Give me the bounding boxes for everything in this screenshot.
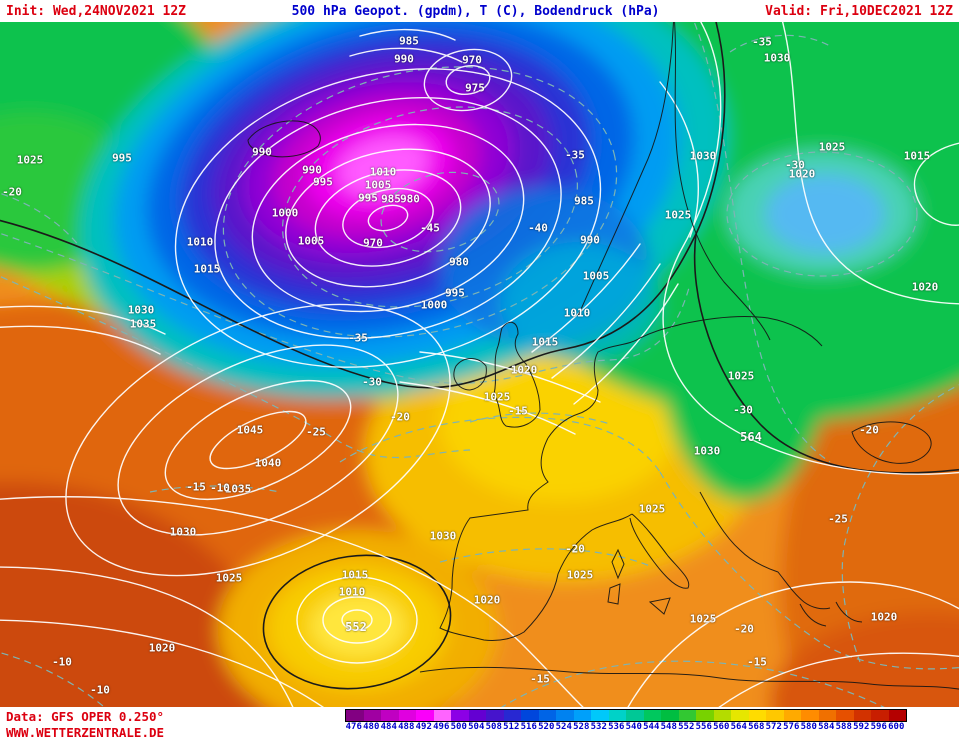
colorbar-value: 520 [538, 722, 555, 732]
colorbar-swatch [731, 710, 749, 721]
colorbar-swatch [416, 710, 434, 721]
geopotential-contours [0, 22, 959, 690]
colorbar-swatch [766, 710, 784, 721]
colorbar-swatch [363, 710, 381, 721]
colorbar-swatch [836, 710, 854, 721]
colorbar-value: 600 [888, 722, 905, 732]
colorbar-swatch [783, 710, 801, 721]
colorbar-value: 536 [608, 722, 625, 732]
weather-map-svg [0, 22, 959, 707]
colorbar-value: 584 [818, 722, 835, 732]
colorbar-value: 508 [485, 722, 502, 732]
colorbar-swatch [433, 710, 451, 721]
colorbar-value: 544 [643, 722, 660, 732]
colorbar-swatch [818, 710, 836, 721]
colorbar-swatch [486, 710, 504, 721]
colorbar-value: 496 [433, 722, 450, 732]
colorbar-value: 596 [870, 722, 887, 732]
colorbar-swatch [468, 710, 486, 721]
map-title: 500 hPa Geopot. (gpdm), T (C), Bodendruc… [291, 4, 660, 19]
colorbar-value-row: 476 480 484 488 492 496 500 504 508 512 516 520 524 5… [345, 722, 907, 733]
colorbar-swatch [871, 710, 889, 721]
coastlines [247, 22, 959, 690]
colorbar-value: 512 [503, 722, 520, 732]
colorbar-swatch [626, 710, 644, 721]
colorbar-value: 556 [695, 722, 712, 732]
colorbar-swatch [661, 710, 679, 721]
colorbar-swatch [451, 710, 469, 721]
colorbar-swatch [748, 710, 766, 721]
colorbar-value: 548 [660, 722, 677, 732]
footer-bar: Data: GFS OPER 0.250° WWW.WETTERZENTRALE… [0, 707, 959, 741]
colorbar-value: 572 [765, 722, 782, 732]
colorbar-swatch-row [345, 709, 907, 722]
colorbar-value: 488 [398, 722, 415, 732]
colorbar-value: 500 [450, 722, 467, 732]
colorbar-swatch [801, 710, 819, 721]
colorbar-value: 568 [748, 722, 765, 732]
header-bar: Init: Wed,24NOV2021 12Z 500 hPa Geopot. … [0, 0, 959, 22]
colorbar-swatch [538, 710, 556, 721]
colorbar-swatch [573, 710, 591, 721]
colorbar-swatch [713, 710, 731, 721]
colorbar-value: 492 [415, 722, 432, 732]
colorbar-swatch [398, 710, 416, 721]
colorbar-value: 524 [555, 722, 572, 732]
colorbar-swatch [608, 710, 626, 721]
colorbar-value: 540 [625, 722, 642, 732]
colorbar-value: 532 [590, 722, 607, 732]
colorbar-swatch [853, 710, 871, 721]
colorbar-value: 588 [835, 722, 852, 732]
colorbar-value: 552 [678, 722, 695, 732]
colorbar-swatch [521, 710, 539, 721]
color-field [0, 22, 959, 707]
colorbar-value: 592 [853, 722, 870, 732]
colorbar-value: 580 [800, 722, 817, 732]
colorbar-value: 480 [363, 722, 380, 732]
colorbar-value: 476 [345, 722, 362, 732]
colorbar-swatch [556, 710, 574, 721]
colorbar-swatch [346, 710, 364, 721]
colorbar-swatch [696, 710, 714, 721]
colorbar-swatch [888, 710, 906, 721]
data-source-label: Data: GFS OPER 0.250° [6, 709, 165, 724]
init-time-label: Init: Wed,24NOV2021 12Z [6, 4, 187, 19]
colorbar-swatch [678, 710, 696, 721]
colorbar-value: 560 [713, 722, 730, 732]
pressure-contours [0, 22, 959, 707]
colorbar-value: 504 [468, 722, 485, 732]
colorbar-swatch [643, 710, 661, 721]
colorbar-value: 484 [380, 722, 397, 732]
valid-time-label: Valid: Fri,10DEC2021 12Z [765, 4, 953, 19]
colorbar-swatch [591, 710, 609, 721]
map-area: 985 990 970 975 1025 995 990 990 995 1010 1005 995 9… [0, 22, 959, 707]
colorbar-swatch [381, 710, 399, 721]
temperature-contours [0, 22, 959, 707]
colorbar: 476 480 484 488 492 496 500 504 508 512 516 520 524 5… [345, 709, 907, 733]
website-label: WWW.WETTERZENTRALE.DE [6, 724, 165, 740]
colorbar-value: 576 [783, 722, 800, 732]
colorbar-value: 564 [730, 722, 747, 732]
colorbar-value: 528 [573, 722, 590, 732]
colorbar-swatch [503, 710, 521, 721]
colorbar-value: 516 [520, 722, 537, 732]
